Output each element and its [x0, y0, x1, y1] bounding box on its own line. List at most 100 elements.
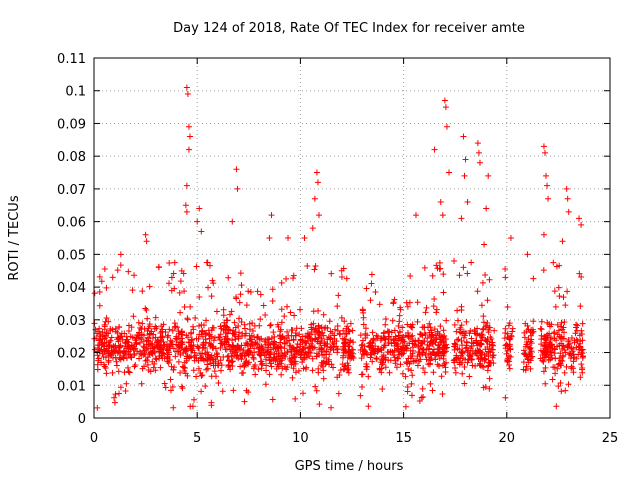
- data-point: [407, 347, 414, 354]
- data-point: [460, 328, 467, 335]
- data-point: [326, 318, 333, 325]
- data-point: [303, 364, 310, 371]
- data-point: [480, 313, 487, 320]
- data-point: [507, 345, 514, 352]
- data-point: [168, 274, 175, 281]
- data-point: [564, 195, 571, 202]
- data-point: [278, 371, 285, 378]
- data-point: [187, 346, 194, 353]
- data-point: [458, 337, 465, 344]
- data-point: [195, 365, 202, 372]
- data-point: [437, 199, 444, 205]
- data-point: [430, 369, 437, 376]
- data-point: [565, 381, 572, 388]
- data-point: [440, 352, 447, 359]
- data-point: [450, 357, 457, 364]
- data-point: [255, 366, 262, 373]
- data-point: [562, 349, 569, 356]
- data-point: [124, 364, 131, 371]
- data-point: [541, 149, 548, 156]
- data-point: [208, 399, 215, 406]
- data-point: [400, 333, 407, 340]
- chart-title: Day 124 of 2018, Rate Of TEC Index for r…: [173, 21, 525, 36]
- data-point: [161, 380, 168, 387]
- data-point: [430, 346, 437, 353]
- data-point: [231, 319, 238, 326]
- data-point: [306, 349, 313, 356]
- data-point: [505, 352, 512, 359]
- data-point: [236, 315, 243, 322]
- data-point: [527, 365, 534, 372]
- data-point: [399, 370, 406, 377]
- data-point: [138, 351, 145, 358]
- data-point: [542, 345, 549, 352]
- data-point: [427, 324, 434, 331]
- data-point: [478, 341, 485, 348]
- data-point: [310, 320, 317, 327]
- data-point: [462, 345, 469, 352]
- x-tick-label: 15: [395, 431, 412, 446]
- data-point: [301, 352, 308, 359]
- data-point: [439, 212, 446, 219]
- data-point: [197, 369, 204, 376]
- y-tick-label: 0.01: [57, 379, 86, 394]
- data-point: [484, 367, 491, 374]
- data-point: [135, 319, 142, 326]
- data-point: [537, 325, 544, 332]
- data-point: [146, 283, 153, 290]
- data-point: [365, 373, 372, 380]
- data-point: [522, 320, 529, 327]
- data-point: [328, 361, 335, 368]
- data-point: [442, 104, 449, 111]
- data-point: [199, 327, 206, 334]
- data-point: [299, 346, 306, 353]
- data-point: [387, 357, 394, 364]
- data-point: [366, 343, 373, 350]
- x-axis-label: GPS time / hours: [295, 459, 404, 474]
- data-point: [183, 353, 190, 360]
- data-point: [233, 295, 240, 302]
- data-point: [529, 329, 536, 336]
- data-point: [179, 339, 186, 346]
- data-point: [114, 329, 121, 336]
- data-point: [166, 326, 173, 333]
- data-point: [146, 323, 153, 330]
- data-point: [457, 324, 464, 331]
- data-point: [462, 156, 469, 163]
- data-point: [543, 172, 550, 179]
- data-point: [435, 351, 442, 358]
- data-point: [209, 277, 216, 284]
- data-point: [132, 362, 139, 369]
- data-point: [95, 345, 102, 352]
- data-point: [94, 352, 101, 359]
- data-point: [451, 364, 458, 371]
- data-point: [238, 319, 245, 326]
- data-point: [114, 267, 121, 274]
- data-point: [416, 348, 423, 355]
- data-point: [486, 375, 493, 382]
- data-point: [576, 270, 583, 277]
- data-point: [341, 340, 348, 347]
- data-point: [551, 329, 558, 336]
- data-point: [578, 221, 585, 228]
- data-point: [397, 306, 404, 313]
- data-point: [349, 353, 356, 360]
- data-point: [258, 358, 265, 365]
- data-point: [289, 344, 296, 351]
- data-point: [137, 350, 144, 357]
- data-point: [157, 364, 164, 371]
- data-point: [224, 324, 231, 331]
- data-point: [235, 323, 242, 330]
- data-point: [281, 313, 288, 320]
- data-point: [346, 348, 353, 355]
- data-point: [102, 364, 109, 371]
- data-point: [222, 346, 229, 353]
- data-point: [269, 286, 276, 293]
- data-point: [284, 303, 291, 310]
- data-point: [257, 291, 264, 298]
- data-point: [115, 345, 122, 352]
- data-point: [417, 356, 424, 363]
- data-point: [112, 391, 119, 398]
- data-point: [241, 362, 248, 369]
- data-point: [105, 342, 112, 349]
